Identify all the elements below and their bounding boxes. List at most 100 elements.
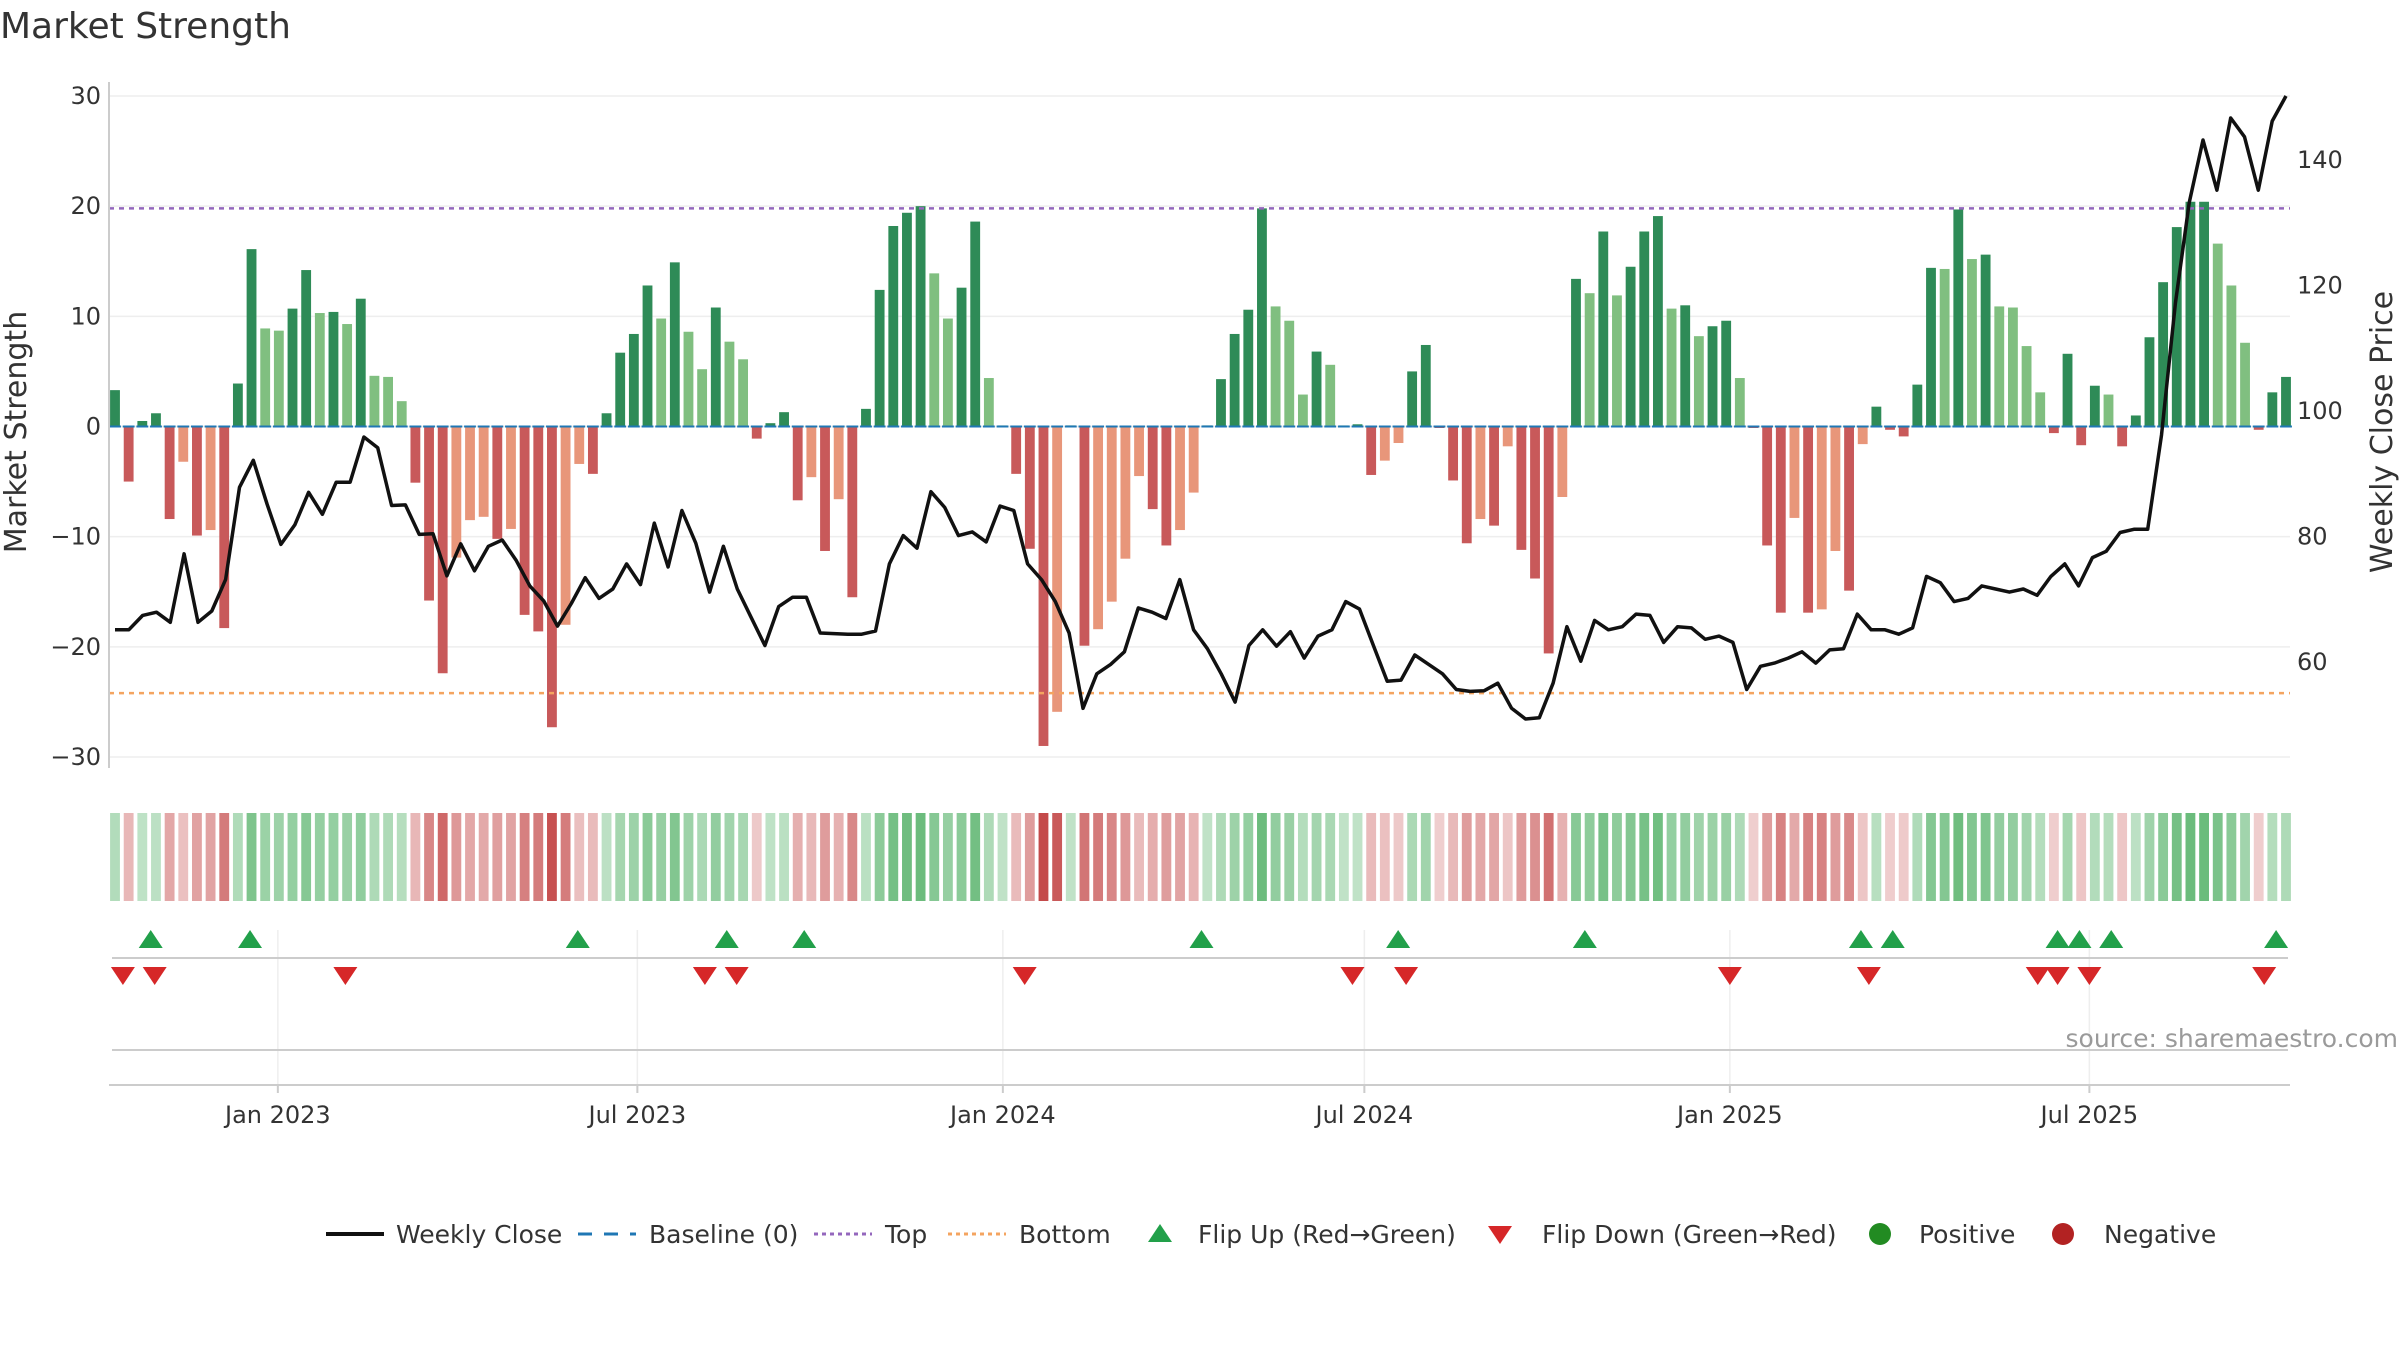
heat-strip-cell xyxy=(1134,813,1144,901)
strength-bar-negative xyxy=(1775,426,1786,613)
heat-strip-cell xyxy=(1789,813,1800,901)
heat-strip-cell xyxy=(1038,813,1049,901)
strength-bar-positive xyxy=(656,318,667,427)
heat-strip-cell xyxy=(2199,813,2209,901)
heat-strip-cell xyxy=(669,813,680,901)
strength-bar-negative xyxy=(478,426,489,517)
heat-strip-cell xyxy=(1803,813,1814,901)
flip-down-marker xyxy=(1717,967,1742,985)
strength-bar-negative xyxy=(1857,426,1868,445)
strength-bar-positive xyxy=(888,225,899,427)
heat-strip-cell xyxy=(983,813,994,901)
heat-strip-cell xyxy=(615,813,626,901)
flip-down-marker xyxy=(333,967,358,985)
strength-bar-positive xyxy=(1257,208,1267,427)
strength-bar-negative xyxy=(1052,426,1063,712)
strength-bar-positive xyxy=(1325,364,1336,427)
heat-strip-cell xyxy=(178,813,189,901)
strength-bar-negative xyxy=(2048,426,2059,434)
heat-strip-cell xyxy=(765,813,776,901)
heat-strip-cell xyxy=(929,813,940,901)
legend-swatch-negative xyxy=(2052,1223,2074,1245)
y-tick-right-label: 100 xyxy=(2297,397,2343,425)
strength-bar-positive xyxy=(1994,306,2005,427)
strength-bar-positive xyxy=(1229,333,1240,427)
heat-strip-cell xyxy=(478,813,489,901)
heat-strip-cell xyxy=(587,813,598,901)
heat-strip-cell xyxy=(437,813,448,901)
heat-strip-cell xyxy=(246,813,257,901)
legend-label-flip-down: Flip Down (Green→Red) xyxy=(1542,1220,1837,1249)
heat-strip-cell xyxy=(328,813,339,901)
flip-markers xyxy=(110,930,2289,985)
y-tick-left-label: 10 xyxy=(70,302,101,330)
heat-strip-cell xyxy=(192,813,202,901)
heat-strip-cell xyxy=(997,813,1008,901)
heat-strip-cell xyxy=(902,813,912,901)
flip-down-marker xyxy=(142,967,167,985)
strength-bar-negative xyxy=(1844,426,1854,591)
heat-strip-cell xyxy=(287,813,298,901)
heat-strip-cell xyxy=(260,813,271,901)
heat-strip-cell xyxy=(956,813,967,901)
heat-strip-cell xyxy=(2048,813,2059,901)
heat-strip-cell xyxy=(2212,813,2223,901)
strength-bar-positive xyxy=(2226,285,2237,427)
strength-bar-positive xyxy=(1939,268,1950,427)
heat-strip-cell xyxy=(1816,813,1827,901)
strength-bar-negative xyxy=(1393,426,1404,444)
strength-bar-positive xyxy=(2185,201,2196,427)
heat-strip-cell xyxy=(1311,813,1322,901)
y-tick-left-label: −30 xyxy=(50,743,101,771)
heat-strip-cell xyxy=(2062,813,2073,901)
strength-bar-positive xyxy=(1980,254,1991,427)
heat-strip-cell xyxy=(410,813,421,901)
heat-strip-cell xyxy=(1967,813,1977,901)
heat-strip-cell xyxy=(1065,813,1076,901)
heat-strip-cell xyxy=(110,813,120,901)
strength-bar-negative xyxy=(1530,426,1540,579)
strength-bar-positive xyxy=(915,206,926,427)
strength-bar-positive xyxy=(1926,267,1936,427)
heat-strip-cell xyxy=(369,813,380,901)
strength-bar-negative xyxy=(1147,426,1158,510)
heat-strip-cell xyxy=(779,813,789,901)
heat-strip-cell xyxy=(273,813,284,901)
heat-strip-cell xyxy=(1106,813,1117,901)
heat-strip-cell xyxy=(1093,813,1104,901)
heat-strip-cell xyxy=(1980,813,1991,901)
heat-strip-cell xyxy=(1188,813,1199,901)
strength-bar-positive xyxy=(1707,326,1718,427)
heat-strip-cell xyxy=(355,813,366,901)
strength-bar-negative xyxy=(2076,426,2087,446)
heat-strip-cell xyxy=(1912,813,1923,901)
legend-swatch-flip-up xyxy=(1148,1224,1172,1242)
flip-up-marker xyxy=(2067,930,2092,948)
heat-strip-cell xyxy=(1434,813,1445,901)
strength-bar-negative xyxy=(1106,426,1117,602)
heat-strip-cell xyxy=(1762,813,1773,901)
heat-strip-cell xyxy=(1161,813,1172,901)
strength-bar-positive xyxy=(1639,231,1650,427)
heat-strip-cell xyxy=(465,813,475,901)
strength-bar-positive xyxy=(2008,307,2018,427)
flip-up-marker xyxy=(565,930,590,948)
heat-strip-cell xyxy=(2021,813,2032,901)
strength-bar-positive xyxy=(697,369,708,427)
heat-strip-cell xyxy=(1625,813,1636,901)
strength-bar-positive xyxy=(342,324,353,427)
strength-bar-negative xyxy=(1489,426,1499,526)
heat-strip-cell xyxy=(123,813,134,901)
legend-swatch-positive xyxy=(1869,1223,1891,1245)
flip-down-marker xyxy=(2252,967,2277,985)
strength-bar-positive xyxy=(1967,259,1977,427)
strength-heat-strip xyxy=(110,813,2291,901)
strength-bar-negative xyxy=(519,426,530,615)
strength-bar-positive xyxy=(273,330,284,427)
flip-down-marker xyxy=(1394,967,1419,985)
weekly-close-line-group xyxy=(115,95,2288,721)
strength-bar-positive xyxy=(1584,293,1595,427)
heat-strip-cell xyxy=(820,813,830,901)
strength-bar-positive xyxy=(232,383,243,427)
legend-label-negative: Negative xyxy=(2104,1220,2216,1249)
